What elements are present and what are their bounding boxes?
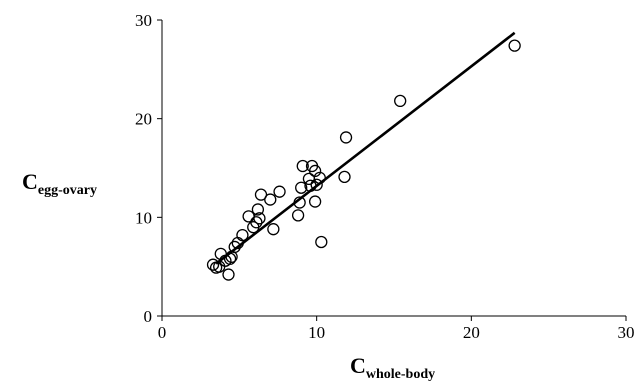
- data-point: [253, 212, 266, 225]
- data-point: [254, 188, 268, 201]
- y-axis-label-sub: egg-ovary: [38, 183, 97, 198]
- trendline: [215, 31, 516, 265]
- data-point: [293, 196, 306, 209]
- data-point: [302, 172, 316, 186]
- data-point: [242, 210, 255, 223]
- y-tick-label: 30: [135, 11, 152, 30]
- data-point: [338, 170, 351, 184]
- data-points: [206, 39, 521, 281]
- data-point: [394, 94, 407, 108]
- data-point: [295, 181, 308, 194]
- data-point: [236, 228, 249, 242]
- data-point: [206, 258, 220, 271]
- x-tick-label: 10: [308, 323, 325, 342]
- data-point: [250, 216, 263, 229]
- x-axis-label: Cwhole-body: [350, 353, 435, 381]
- y-axis-label: Cegg-ovary: [22, 169, 97, 198]
- data-point: [273, 185, 286, 198]
- x-axis-label-sub: whole-body: [366, 367, 435, 381]
- trendline-group: [215, 31, 516, 265]
- data-point: [251, 203, 265, 216]
- data-point: [267, 223, 280, 236]
- data-point: [264, 193, 277, 206]
- data-point: [304, 179, 317, 192]
- data-point: [291, 209, 305, 222]
- data-point: [339, 131, 353, 144]
- y-tick-label: 0: [144, 307, 153, 326]
- axes: [157, 19, 627, 321]
- x-tick-label: 20: [463, 323, 480, 342]
- data-point: [228, 240, 241, 254]
- axis-labels: Cegg-ovary Cwhole-body: [22, 169, 435, 382]
- x-axis-label-main: C: [350, 353, 366, 378]
- data-point: [310, 178, 323, 191]
- x-tick-label: 30: [618, 323, 635, 342]
- y-axis-label-main: C: [22, 169, 38, 194]
- tick-labels: 0 10 20 30 0 10 20 30: [135, 11, 635, 342]
- y-tick-label: 20: [135, 110, 152, 129]
- x-tick-label: 0: [158, 323, 167, 342]
- data-point: [223, 252, 237, 265]
- data-point: [308, 164, 322, 178]
- data-point: [313, 171, 326, 185]
- y-tick-label: 10: [135, 208, 152, 227]
- data-point: [508, 39, 521, 52]
- data-point: [308, 195, 322, 208]
- data-point: [222, 268, 235, 281]
- data-point: [315, 235, 328, 249]
- data-point: [296, 159, 309, 173]
